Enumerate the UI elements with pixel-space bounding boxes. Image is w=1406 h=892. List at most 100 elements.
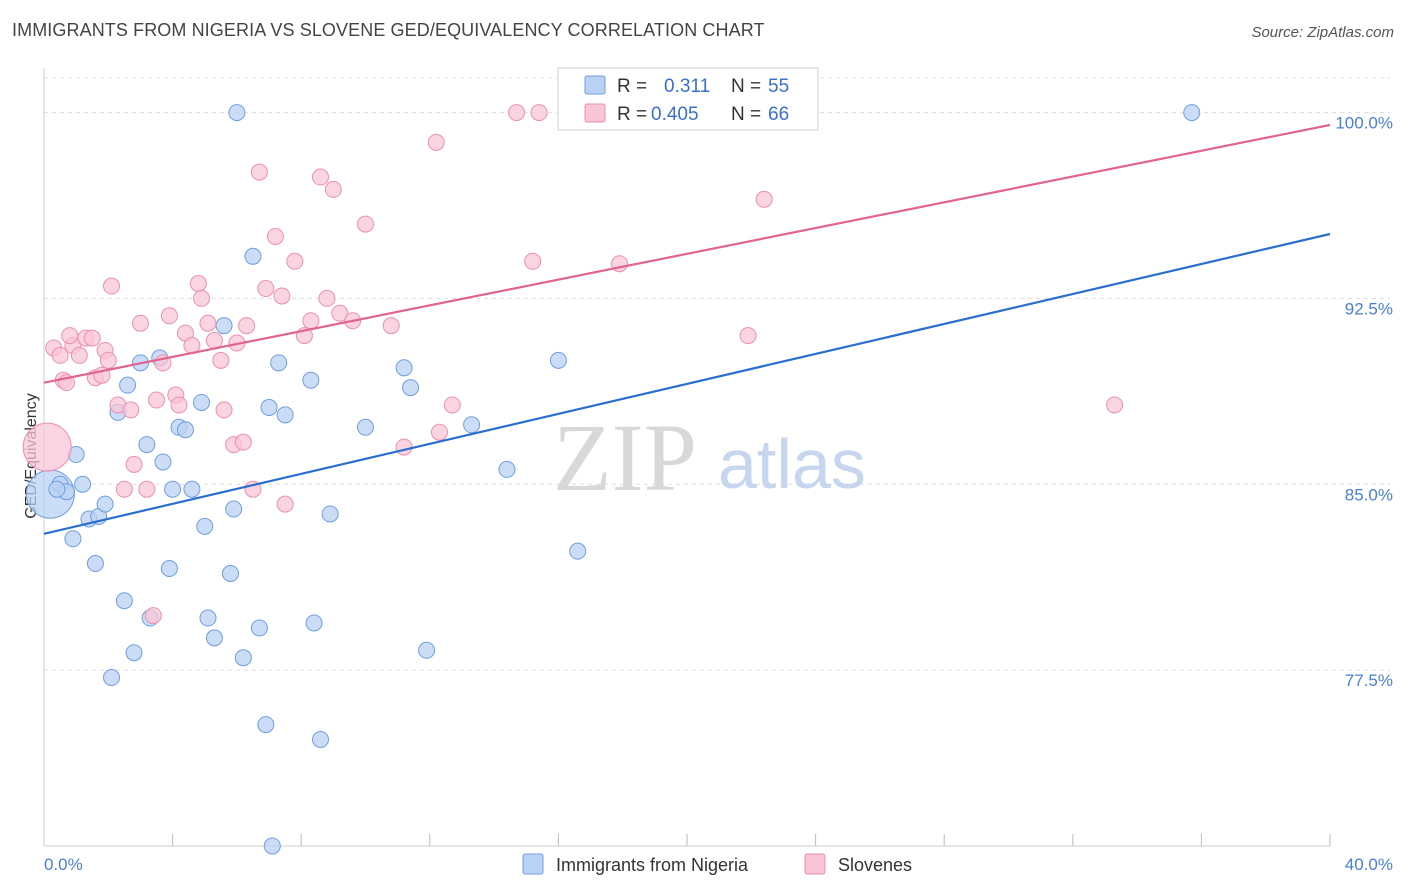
data-point	[250, 619, 268, 637]
legend-r-label: R =	[617, 76, 647, 97]
data-point	[96, 495, 114, 513]
data-point	[549, 351, 567, 369]
series-legend-swatch-slovenes	[804, 853, 826, 875]
data-point	[193, 393, 211, 411]
source-credit: Source: ZipAtlas.com	[1251, 24, 1394, 41]
data-point	[103, 669, 121, 687]
data-point	[402, 379, 420, 397]
data-point	[48, 480, 66, 498]
data-point	[463, 416, 481, 434]
data-point	[164, 480, 182, 498]
data-point	[1183, 104, 1201, 122]
data-point	[99, 351, 117, 369]
data-point	[443, 396, 461, 414]
data-point	[263, 837, 281, 855]
data-point	[1106, 396, 1124, 414]
data-point	[427, 133, 445, 151]
legend-n-value: 66	[768, 104, 789, 125]
data-point	[119, 376, 137, 394]
data-point	[131, 314, 149, 332]
data-point	[498, 460, 516, 478]
legend-n-label: N =	[731, 76, 761, 97]
y-tick-label: 77.5%	[1345, 671, 1393, 690]
series-legend-label-slovenes: Slovenes	[838, 855, 912, 875]
series-nigeria-points	[25, 104, 1201, 855]
data-point	[225, 500, 243, 518]
legend-swatch-pink	[584, 103, 606, 123]
data-point	[234, 649, 252, 667]
legend-n-value: 55	[768, 76, 789, 97]
data-point	[51, 346, 69, 364]
data-point	[183, 480, 201, 498]
y-tick-label: 100.0%	[1335, 114, 1393, 133]
data-point	[311, 168, 329, 186]
data-point	[244, 247, 262, 265]
legend-r-label: R =	[617, 104, 647, 125]
data-point	[70, 346, 88, 364]
x-tick-label-max: 40.0%	[1345, 855, 1393, 874]
data-point	[83, 329, 101, 347]
data-point	[125, 455, 143, 473]
data-point	[199, 609, 217, 627]
data-point	[382, 317, 400, 335]
data-point	[257, 716, 275, 734]
data-point	[530, 104, 548, 122]
data-point	[170, 396, 188, 414]
series-legend-label-nigeria: Immigrants from Nigeria	[556, 855, 749, 875]
data-point	[221, 564, 239, 582]
x-tick-label-min: 0.0%	[44, 855, 83, 874]
data-point	[524, 252, 542, 270]
data-point	[205, 332, 223, 350]
data-point	[148, 391, 166, 409]
watermark: ZIP atlas	[553, 404, 866, 511]
data-point	[238, 317, 256, 335]
y-tick-label: 85.0%	[1345, 485, 1393, 504]
legend-r-value: 0.311	[664, 76, 710, 97]
data-point	[321, 505, 339, 523]
data-point	[138, 480, 156, 498]
data-point	[138, 436, 156, 454]
legend-r-value: 0.405	[651, 104, 699, 125]
data-point	[276, 406, 294, 424]
data-point	[739, 327, 757, 345]
data-point	[103, 277, 121, 295]
watermark-atlas: atlas	[718, 425, 866, 503]
data-point	[357, 418, 374, 436]
data-point	[64, 530, 82, 548]
data-point	[331, 304, 349, 322]
data-point	[266, 227, 284, 245]
data-point	[257, 280, 275, 298]
data-point	[215, 317, 233, 335]
data-point	[302, 371, 320, 389]
data-point	[395, 359, 413, 377]
data-point	[305, 614, 323, 632]
stats-legend: R = 0.311 N = 55 R = 0.405 N = 66	[557, 67, 819, 131]
data-point	[286, 252, 304, 270]
chart-title: IMMIGRANTS FROM NIGERIA VS SLOVENE GED/E…	[12, 20, 765, 40]
trend-lines	[43, 123, 1331, 535]
data-point	[189, 275, 207, 293]
series-legend: Immigrants from Nigeria Slovenes	[522, 853, 912, 875]
gridlines	[44, 77, 1390, 671]
data-point	[395, 438, 413, 456]
data-point	[508, 104, 526, 122]
data-point	[430, 423, 448, 441]
data-point	[273, 287, 291, 305]
data-point	[115, 480, 133, 498]
data-point	[115, 592, 133, 610]
data-point	[125, 644, 143, 662]
data-point	[260, 398, 278, 416]
data-point	[160, 307, 178, 325]
data-point	[74, 475, 92, 493]
series-legend-swatch-nigeria	[522, 853, 544, 875]
data-point	[154, 453, 172, 471]
data-point	[122, 401, 140, 419]
trend-line	[43, 123, 1331, 384]
data-point	[418, 641, 436, 659]
data-point	[276, 495, 294, 513]
trend-line	[43, 232, 1331, 535]
data-point	[22, 422, 72, 472]
legend-n-label: N =	[731, 104, 761, 125]
data-point	[61, 327, 79, 345]
